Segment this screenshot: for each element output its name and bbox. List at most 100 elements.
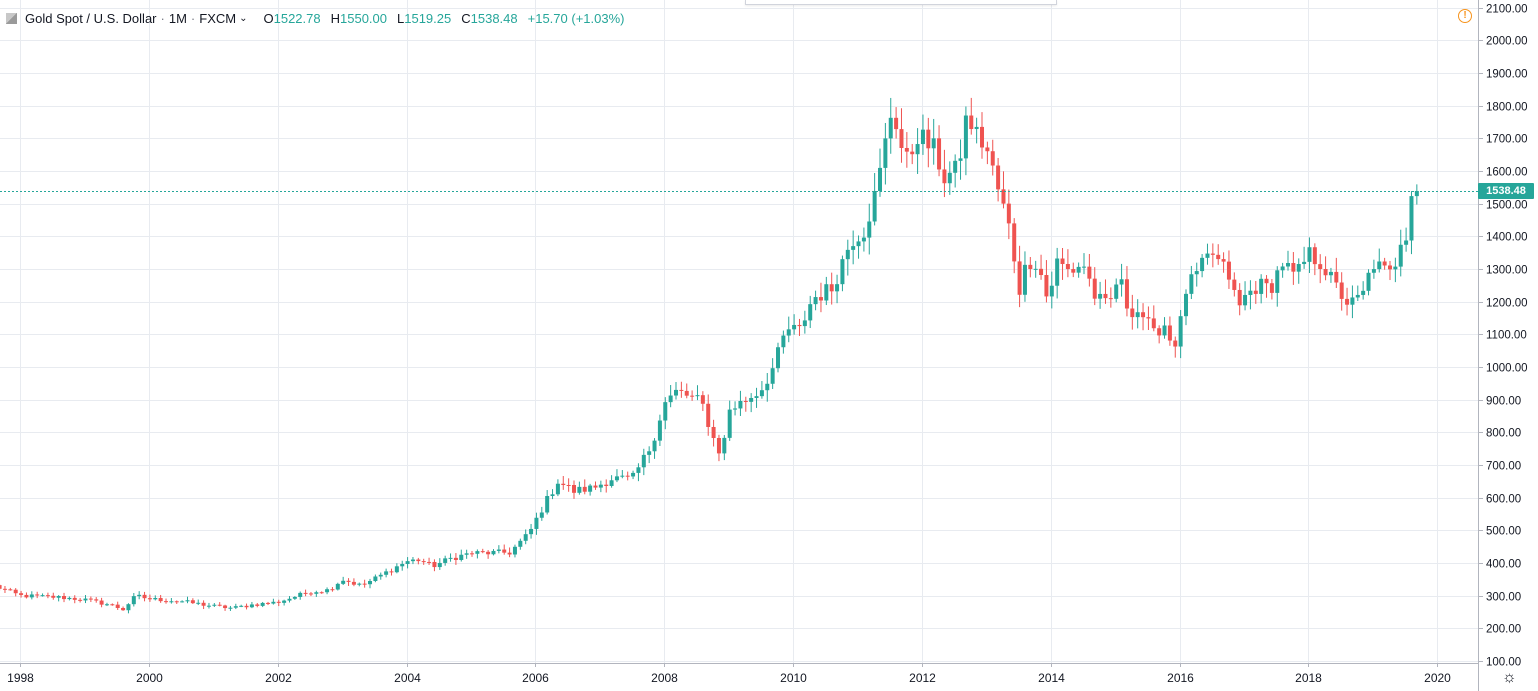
candle-body [620,475,625,477]
candle-body [668,395,673,403]
candle-body [647,451,652,455]
candle-body [131,596,136,605]
price-tick-label: 1000.00 [1486,363,1528,375]
candle-body [502,549,507,553]
candle-body [470,553,475,555]
candle-body [1162,325,1167,336]
exchange-label[interactable]: FXCM [199,10,237,26]
candle-body [1296,264,1301,272]
candle-body [158,598,163,602]
chevron-down-icon[interactable]: ⌄ [239,12,248,24]
candle-body [45,595,50,597]
candle-body [1087,266,1092,279]
candle-body [1350,297,1355,305]
gear-icon[interactable]: ☼ [1502,669,1517,686]
candle-body [110,604,115,606]
candle-body [749,397,754,402]
candle-body [926,129,931,149]
time-axis[interactable]: 1998 2000 2002 2004 2006 2008 2010 2012 2014 2016… [7,663,1451,685]
candle-body [432,561,437,568]
candle-body [1157,328,1162,336]
last-price-label: 1538.48 [1478,183,1534,199]
candle-body [1328,271,1333,276]
symbol-name[interactable]: Gold Spot / U.S. Dollar [25,10,157,26]
price-tick-label: 300.00 [1486,592,1521,604]
candle-body [684,390,689,396]
candle-body [813,297,818,305]
candle-body [700,395,705,404]
interval-label[interactable]: 1M [168,10,187,26]
time-tick-label: 2006 [522,671,549,685]
candle-body [394,566,399,573]
candle-body [314,592,319,594]
candle-body [362,583,367,585]
candle-body [1178,316,1183,347]
series-legend[interactable]: Gold Spot / U.S. Dollar · 1M · FXCM ⌄ O1… [6,8,624,28]
alert-icon[interactable]: ! [1458,9,1472,23]
candle-body [83,598,88,601]
candle-body [765,383,770,391]
candle-body [894,117,899,130]
candle-body [1371,269,1376,273]
candle-body [604,484,609,486]
candle-body [1039,268,1044,276]
time-tick-label: 2008 [651,671,678,685]
candle-body [51,595,56,598]
candle-body [351,581,356,585]
candle-body [62,596,67,600]
candle-body [99,600,104,605]
toolbar-tab[interactable] [745,0,1057,5]
candle-body [308,593,313,595]
candle-body [1119,279,1124,285]
candle-body [464,553,469,555]
price-axis[interactable]: 100.00 200.00 300.00 400.00 500.00 600.00 700.… [1478,4,1528,669]
candle-body [298,592,303,597]
candle-body [1017,261,1022,295]
candle-body [1334,271,1339,283]
candle-body [1414,190,1419,197]
candle-body [78,599,83,601]
candle-body [824,284,829,301]
candle-body [1355,294,1360,298]
candle-body [19,593,24,595]
time-tick-label: 2010 [780,671,807,685]
candle-body [711,426,716,439]
price-tick-label: 1600.00 [1486,167,1528,179]
candle-body [1409,196,1414,241]
time-tick-label: 2000 [136,671,163,685]
price-tick-label: 400.00 [1486,559,1521,571]
candle-body [126,604,131,611]
candle-body [185,600,190,602]
candle-body [496,549,501,551]
candle-body [368,581,373,585]
candle-body [985,147,990,152]
candle-body [1291,263,1296,272]
price-tick-label: 1900.00 [1486,69,1528,81]
candle-body [437,562,442,568]
candle-body [1221,259,1226,262]
candle-body [743,400,748,402]
candle-body [164,601,169,603]
candle-body [378,574,383,577]
candle-body [260,602,265,606]
candle-body [904,147,909,152]
candle-body [421,561,426,563]
candle-body [963,115,968,159]
candle-body [738,400,743,409]
candle-body [266,602,271,604]
candle-body [491,550,496,555]
candle-body [40,595,45,597]
candle-body [1323,269,1328,276]
candle-body [636,467,641,473]
candle-body [35,594,40,596]
candle-body [330,589,335,591]
candle-body [121,607,126,611]
legend-separator: · [190,10,196,26]
candle-body [1205,253,1210,258]
candle-body [555,483,560,495]
price-tick-label: 600.00 [1486,494,1521,506]
candle-body [598,484,603,488]
candle-body [1248,290,1253,295]
price-tick-label: 1200.00 [1486,298,1528,310]
